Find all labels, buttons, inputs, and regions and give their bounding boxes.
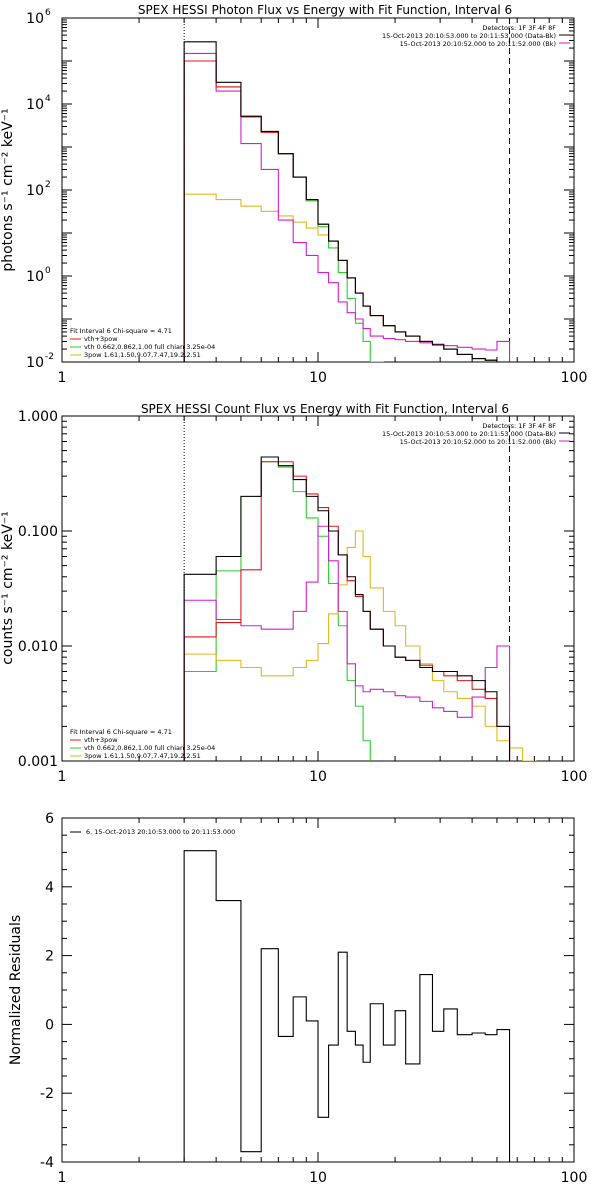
count-flux-ytick-label: 0.010 <box>18 639 58 655</box>
count-flux-legend-fit: Fit Interval 6 Chi-square = 4.71 <box>70 728 172 736</box>
photon-flux-legend-vth3pow: vth+3pow <box>84 335 118 343</box>
count-flux-legend-vth3pow: vth+3pow <box>84 736 118 744</box>
photon-flux-xtick-label: 1 <box>58 370 67 386</box>
photon-flux-panel: SPEX HESSI Photon Flux vs Energy with Fi… <box>0 3 587 386</box>
photon-flux-header-data: 15-Oct-2013 20:10:53.000 to 20:11:53.000… <box>382 32 556 40</box>
photon-flux-ytick-label-exponent: 6 <box>45 8 51 18</box>
photon-flux-ytick-label-exponent: -2 <box>45 352 54 362</box>
photon-flux-ytick-label: 10 <box>26 183 44 199</box>
count-flux-legend: Fit Interval 6 Chi-square = 4.71 vth+3po… <box>70 728 215 760</box>
count-flux-ylabel: counts s⁻¹ cm⁻² keV⁻¹ <box>0 511 16 665</box>
count-flux-series-3pow <box>183 530 537 761</box>
photon-flux-ytick-label: 10 <box>26 269 44 285</box>
residuals-ytick-label: 2 <box>45 949 54 965</box>
count-flux-header: Detectors: 1F 3F 4F 8F 15-Oct-2013 20:10… <box>382 422 570 446</box>
count-flux-series-data <box>183 456 511 761</box>
photon-flux-legend-vth: vth 0.662,0.862,1.00 full chian 3.25e-04 <box>84 343 215 351</box>
residuals-panel: 1 10 100 6 4 2 0 -2 -4 Normalized Residuals 6. … <box>8 811 587 1186</box>
residuals-legend-label: 6. 15-Oct-2013 20:10:53.000 to 20:11:53.… <box>86 828 235 836</box>
photon-flux-header: Detectors: 1F 3F 4F 8F 15-Oct-2013 20:10… <box>382 24 570 48</box>
photon-flux-ytick-label-exponent: 4 <box>45 94 51 104</box>
residuals-ylabel: Normalized Residuals <box>8 915 24 1065</box>
photon-flux-legend-fit: Fit Interval 6 Chi-square = 4.71 <box>70 327 172 335</box>
photon-flux-ytick-label: 10 <box>26 97 44 113</box>
photon-flux-series-bk <box>183 52 511 362</box>
residuals-xtick-label: 100 <box>561 1170 588 1186</box>
photon-flux-header-detectors: Detectors: 1F 3F 4F 8F <box>482 24 556 32</box>
photon-flux-ytick-label: 10 <box>26 11 44 27</box>
count-flux-legend-vth: vth 0.662,0.862,1.00 full chian 3.25e-04 <box>84 744 215 752</box>
photon-flux-xtick-label: 10 <box>309 370 327 386</box>
count-flux-title: SPEX HESSI Count Flux vs Energy with Fit… <box>141 402 509 416</box>
residuals-ytick-label: 0 <box>45 1017 54 1033</box>
photon-flux-legend-3pow: 3pow 1.61,1.50,9.07,7.47,19.2,2.51 <box>84 351 201 359</box>
count-flux-legend-3pow: 3pow 1.61,1.50,9.07,7.47,19.2,2.51 <box>84 752 201 760</box>
photon-flux-ylabel: photons s⁻¹ cm⁻² keV⁻¹ <box>0 108 16 271</box>
count-flux-ytick-label: 0.001 <box>18 754 58 770</box>
residuals-ytick-label: -4 <box>40 1155 54 1171</box>
count-flux-header-detectors: Detectors: 1F 3F 4F 8F <box>482 422 556 430</box>
count-flux-xtick-label: 10 <box>309 769 327 785</box>
residuals-ytick-label: 4 <box>45 880 54 896</box>
photon-flux-xtick-label: 100 <box>561 370 588 386</box>
count-flux-ytick-label: 0.100 <box>18 524 58 540</box>
photon-flux-title: SPEX HESSI Photon Flux vs Energy with Fi… <box>138 3 512 17</box>
count-flux-header-bk: 15-Oct-2013 20:10:52.000 to 20:11:52.000… <box>400 438 556 446</box>
photon-flux-ytick-label: 10 <box>26 355 44 371</box>
count-flux-panel: SPEX HESSI Count Flux vs Energy with Fit… <box>0 402 587 785</box>
photon-flux-ytick-label-exponent: 0 <box>45 266 51 276</box>
photon-flux-series-data <box>183 41 511 362</box>
photon-flux-header-bk: 15-Oct-2013 20:10:52.000 to 20:11:52.000… <box>400 40 556 48</box>
residuals-ytick-label: -2 <box>40 1086 54 1102</box>
residuals-legend: 6. 15-Oct-2013 20:10:53.000 to 20:11:53.… <box>70 828 235 836</box>
count-flux-xtick-label: 1 <box>58 769 67 785</box>
count-flux-xtick-label: 100 <box>561 769 588 785</box>
residuals-ytick-label: 6 <box>45 811 54 827</box>
photon-flux-legend: Fit Interval 6 Chi-square = 4.71 vth+3po… <box>70 327 215 359</box>
photon-flux-ytick-label-exponent: 2 <box>45 180 51 190</box>
residuals-series-residuals <box>183 850 511 1162</box>
count-flux-series-bk <box>183 525 511 761</box>
residuals-xtick-label: 1 <box>58 1170 67 1186</box>
residuals-xtick-label: 10 <box>309 1170 327 1186</box>
count-flux-header-data: 15-Oct-2013 20:10:53.000 to 20:11:53.000… <box>382 430 556 438</box>
count-flux-ytick-label: 1.000 <box>18 409 58 425</box>
